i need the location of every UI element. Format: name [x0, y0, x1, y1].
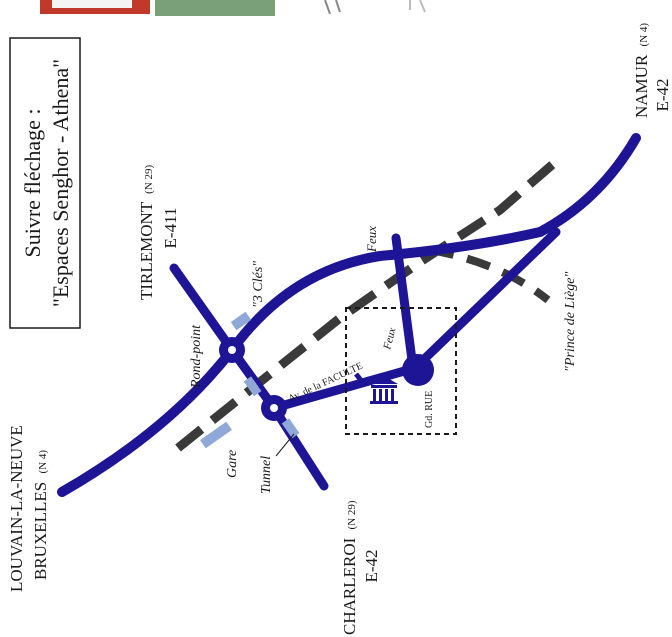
namur-name: NAMUR: [632, 54, 651, 118]
namur-road: (N 4): [638, 23, 650, 47]
label-gare: Gare: [225, 450, 240, 478]
tirlemont-name: TIRLEMONT: [137, 201, 156, 300]
cropped-thumbnail-strip: [40, 0, 426, 16]
building-icon: [370, 376, 398, 404]
label-rond-point: Rond-point: [189, 324, 204, 389]
campus-area-outline: [345, 307, 457, 435]
road-tirlemont-charleroi: [169, 263, 329, 491]
railway-line: [175, 154, 563, 452]
destination-dot: [402, 354, 434, 386]
thumbnail-sketch: [324, 0, 341, 15]
signage-line-2: "Espaces Senghor - Athena": [48, 59, 73, 307]
bruxelles-road: (N 4): [37, 450, 49, 474]
label-feux-top: Feux: [364, 226, 379, 253]
tunnel-leader: [275, 433, 295, 457]
tirlemont-highway: E-411: [161, 208, 180, 249]
roundabout-north-hole: [228, 346, 236, 354]
tirlemont-label: TIRLEMONT (N 29): [137, 164, 156, 300]
charleroi-label: CHARLEROI (N 29): [340, 500, 359, 635]
label-feux-mid: Feux: [381, 326, 399, 351]
roundabout-south-hole: [270, 404, 278, 412]
bruxelles-name: BRUXELLES: [31, 482, 50, 580]
thumbnail-green: [155, 0, 275, 16]
louvain-label: LOUVAIN-LA-NEUVE: [7, 425, 26, 592]
signage-box: [9, 37, 81, 329]
highway-n4: [57, 133, 641, 497]
marker-tunnel-south: [281, 418, 300, 439]
bruxelles-label: BRUXELLES (N 4): [31, 450, 50, 580]
thumbnail-red-inner: [52, 0, 132, 8]
namur-highway: E-42: [653, 78, 672, 111]
charleroi-highway: E-42: [362, 549, 381, 582]
road-feux: [391, 233, 417, 365]
label-3-cles: "3 Clés": [251, 261, 266, 308]
marker-gare: [200, 421, 232, 449]
label-grand-rue: Gd. RUE: [424, 391, 435, 428]
signage-line-1: Suivre fléchage :: [20, 108, 45, 257]
thumbnail-sketch-2: [409, 0, 426, 13]
charleroi-road: (N 29): [346, 500, 358, 529]
label-prince-de-liege: "Prince de Liège": [563, 271, 578, 372]
road-avenue-stub: [354, 372, 366, 386]
tirlemont-road: (N 29): [143, 164, 155, 193]
marker-3-cles: [230, 311, 252, 331]
charleroi-name: CHARLEROI: [340, 537, 359, 635]
label-tunnel: Tunnel: [259, 456, 274, 494]
namur-label: NAMUR (N 4): [632, 23, 651, 118]
marker-tunnel-north: [243, 376, 262, 397]
